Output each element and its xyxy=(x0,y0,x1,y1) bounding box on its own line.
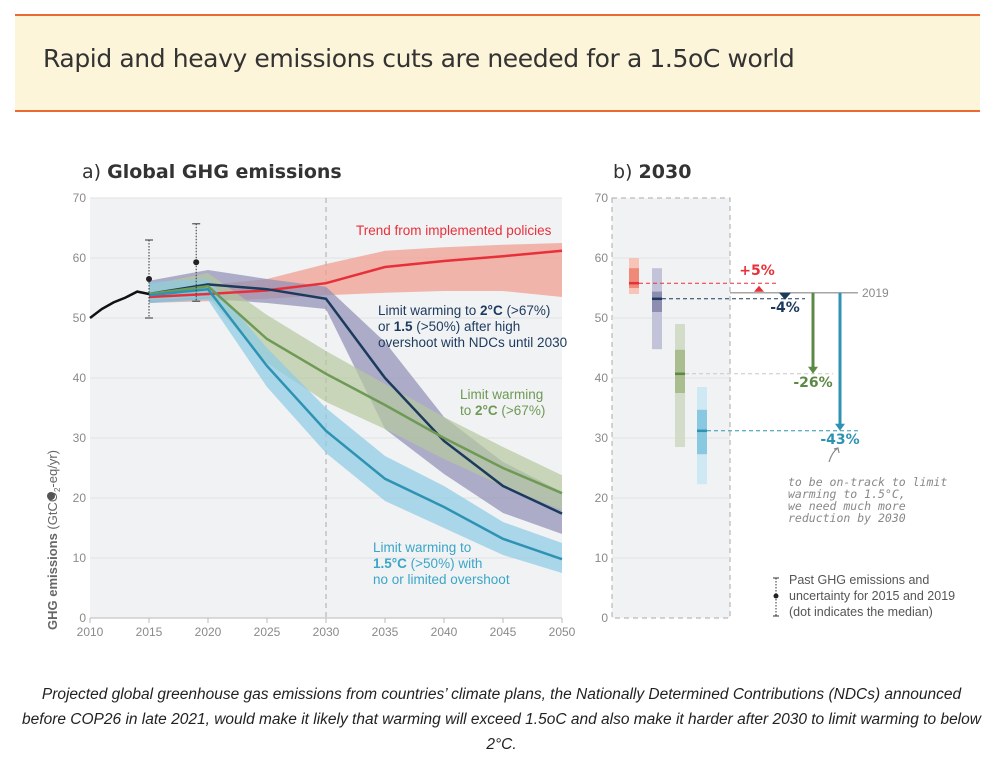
panel-a-title-text: Global GHG emissions xyxy=(107,161,342,183)
y-tick-label-b: 10 xyxy=(595,551,609,565)
legend-past-emissions: Past GHG emissions and uncertainty for 2… xyxy=(773,573,955,619)
y-tick-label-b: 70 xyxy=(595,191,609,205)
y-tick-label: 0 xyxy=(79,611,86,625)
panel-a-prefix: a) xyxy=(82,161,101,183)
svg-text:to be on-track to limit: to be on-track to limit xyxy=(788,475,947,489)
line-past-emissions xyxy=(89,290,150,319)
y-tick-label-b: 0 xyxy=(601,611,608,625)
line-series-3 xyxy=(148,287,563,561)
arrow-up-icon xyxy=(754,285,764,292)
svg-text:we need much more: we need much more xyxy=(788,499,906,513)
panel-a-global-ghg: a) Global GHG emissions 010203040506070 … xyxy=(45,161,576,639)
median-dot xyxy=(193,259,200,266)
figure-caption: Projected global greenhouse gas emission… xyxy=(22,686,981,753)
y-tick-label-b: 30 xyxy=(595,431,609,445)
annotation-15c: Limit warming to 1.5°C (>50%) with no or… xyxy=(373,540,510,587)
median-dot xyxy=(146,276,152,282)
panel-a-title: a) Global GHG emissions xyxy=(82,161,342,183)
reference-label: 2019 xyxy=(862,286,889,300)
change-label-0: +5% xyxy=(739,263,775,279)
y-tick-label-b: 40 xyxy=(595,371,609,385)
y-tick-label: 30 xyxy=(73,431,87,445)
band-series-1 xyxy=(149,270,562,534)
y-tick-label: 60 xyxy=(73,251,87,265)
arrow-down-icon xyxy=(835,423,845,431)
x-tick-label: 2015 xyxy=(136,625,163,639)
y-tick-label-b: 50 xyxy=(595,311,609,325)
line-series-1 xyxy=(148,283,563,515)
svg-text:(dot indicates the median): (dot indicates the median) xyxy=(789,605,933,619)
x-tick-label: 2035 xyxy=(372,625,399,639)
svg-text:Limit warming: Limit warming xyxy=(460,387,543,402)
note-arrow-icon xyxy=(828,447,840,463)
svg-text:reduction by 2030: reduction by 2030 xyxy=(788,511,906,525)
y-axis-label: GHG emissions (GtCO2-eq/yr) xyxy=(45,450,62,630)
y-tick-label: 20 xyxy=(73,491,87,505)
page-title: Rapid and heavy emissions cuts are neede… xyxy=(43,44,795,73)
x-tick-label: 2030 xyxy=(313,625,340,639)
range-inner-0 xyxy=(629,268,639,288)
arrow-down-icon xyxy=(808,366,818,374)
svg-text:no or limited overshoot: no or limited overshoot xyxy=(373,572,510,587)
svg-text:Past GHG emissions and: Past GHG emissions and xyxy=(789,573,929,587)
svg-text:to 2°C (>67%): to 2°C (>67%) xyxy=(460,403,545,418)
y-axis-label-main: GHG emissions xyxy=(45,533,60,630)
range-inner-1 xyxy=(652,291,662,312)
panel-b-title: b) 2030 xyxy=(613,161,691,183)
svg-text:or 1.5 (>50%) after high: or 1.5 (>50%) after high xyxy=(378,319,520,334)
y-tick-label: 50 xyxy=(73,311,87,325)
x-tick-label: 2020 xyxy=(195,625,222,639)
change-label-2: -26% xyxy=(793,375,832,391)
svg-text:Limit warming to 2°C (>67%): Limit warming to 2°C (>67%) xyxy=(378,303,550,318)
range-inner-2 xyxy=(675,349,685,393)
annotation-overshoot: Limit warming to 2°C (>67%) or 1.5 (>50%… xyxy=(378,303,567,350)
annotation-trend-policies: Trend from implemented policies xyxy=(356,223,552,238)
svg-text:Limit warming to: Limit warming to xyxy=(373,540,471,555)
header-banner: Rapid and heavy emissions cuts are neede… xyxy=(15,14,980,112)
arrow-down-icon xyxy=(779,292,791,300)
band-series-3 xyxy=(149,279,562,573)
audio-icon xyxy=(47,492,55,500)
change-label-3: -43% xyxy=(820,432,859,448)
svg-text:warming to 1.5°C,: warming to 1.5°C, xyxy=(788,487,906,501)
panel-b-2030: b) 2030 0 10 20 30 40 50 60 70 2019 +5% -4% -26% -4… xyxy=(595,161,956,625)
y-tick-label: 10 xyxy=(73,551,87,565)
annotation-2c: Limit warming to 2°C (>67%) xyxy=(460,387,545,418)
y-tick-label: 40 xyxy=(73,371,87,385)
x-tick-label: 2040 xyxy=(431,625,458,639)
svg-text:1.5°C (>50%) with: 1.5°C (>50%) with xyxy=(373,556,482,571)
line-series-2 xyxy=(148,284,563,495)
y-tick-label: 70 xyxy=(73,191,87,205)
y-tick-label-b: 60 xyxy=(595,251,609,265)
x-tick-label: 2050 xyxy=(549,625,576,639)
note-onTrack: to be on-track to limit warming to 1.5°C… xyxy=(788,447,947,525)
svg-text:uncertainty for 2015 and 2019: uncertainty for 2015 and 2019 xyxy=(789,589,955,603)
svg-text:overshoot with NDCs until 2030: overshoot with NDCs until 2030 xyxy=(378,335,567,350)
y-tick-label-b: 20 xyxy=(595,491,609,505)
x-tick-label: 2025 xyxy=(254,625,281,639)
emissions-figure: a) Global GHG emissions 010203040506070 … xyxy=(45,161,956,639)
change-label-1: -4% xyxy=(770,300,800,316)
x-tick-label: 2045 xyxy=(490,625,517,639)
x-tick-label: 2010 xyxy=(77,625,104,639)
